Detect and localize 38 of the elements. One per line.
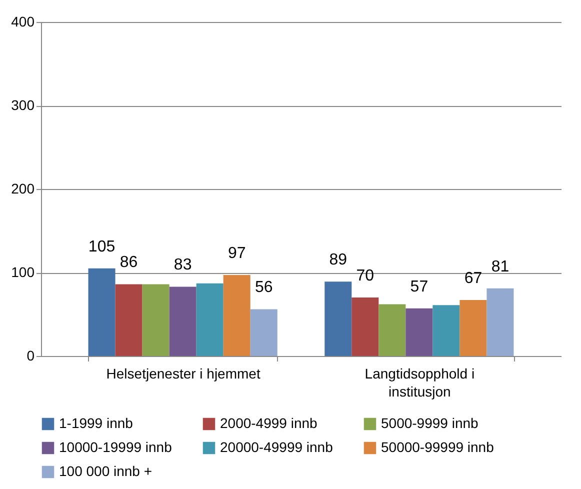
y-tick-label: 400 — [11, 14, 35, 30]
legend-label: 100 000 innb + — [59, 463, 152, 479]
data-label: 57 — [410, 278, 428, 296]
x-tick-label: Helsetjenester i hjemmet — [106, 366, 260, 382]
data-label: 83 — [174, 256, 192, 274]
legend-label: 2000-4999 innb — [220, 415, 318, 431]
y-tick-label: 0 — [26, 348, 35, 364]
data-label: 56 — [254, 279, 273, 296]
bar — [460, 300, 487, 356]
bar — [352, 298, 379, 356]
data-label: 97 — [228, 245, 246, 262]
bar — [432, 305, 460, 356]
x-tick-label: Langtidsopphold i institusjon — [364, 366, 475, 400]
y-tick-label: 200 — [11, 180, 35, 196]
bar — [250, 309, 278, 356]
y-tick-label: 300 — [11, 97, 35, 113]
bar — [324, 282, 352, 356]
bar — [406, 308, 433, 356]
data-label: 67 — [464, 270, 482, 288]
bar — [115, 284, 142, 356]
data-label: 81 — [491, 258, 510, 276]
legend-label: 5000-9999 innb — [381, 415, 479, 431]
bar — [378, 304, 406, 356]
data-label: 105 — [88, 238, 116, 256]
data-label: 89 — [329, 252, 348, 269]
bar — [223, 275, 250, 356]
bar — [169, 286, 196, 356]
data-label: 70 — [356, 268, 374, 285]
legend-label: 20000-49999 innb — [220, 439, 334, 455]
data-label: 86 — [120, 254, 138, 272]
bar — [88, 268, 116, 356]
legend-label: 50000-99999 innb — [381, 439, 494, 455]
legend-label: 1-1999 innb — [59, 415, 134, 431]
bar — [196, 283, 224, 356]
y-tick-label: 100 — [11, 264, 35, 280]
bar — [486, 288, 514, 356]
bar — [142, 284, 170, 356]
legend-label: 10000-19999 innb — [59, 439, 172, 455]
